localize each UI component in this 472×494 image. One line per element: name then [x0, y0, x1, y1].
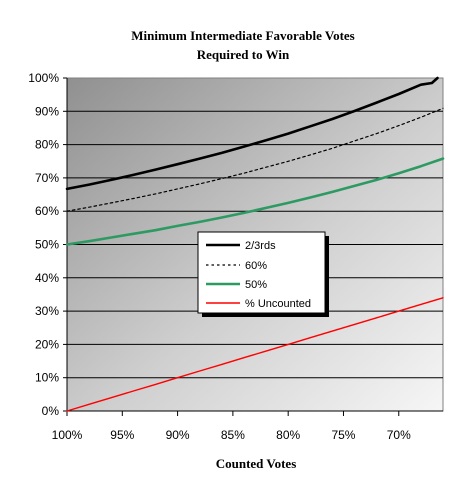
y-tick-label: 20% [35, 337, 59, 351]
y-tick-label: 100% [28, 71, 59, 85]
series-group [65, 76, 445, 412]
x-tick-label: 100% [52, 428, 83, 442]
x-tick-label: 70% [387, 428, 411, 442]
y-tick-label: 90% [35, 104, 59, 118]
y-tick-label: 40% [35, 271, 59, 285]
x-tick-label: 90% [166, 428, 190, 442]
y-axis: 0% 10% 20% 30% 40% 50% 60% 70% 80% 90% 100% [28, 71, 68, 418]
legend-label-2-3rds: 2/3rds [245, 240, 276, 252]
series-line-50 [65, 157, 445, 246]
legend-label-50: 50% [245, 279, 267, 291]
legend-label-uncounted: % Uncounted [245, 298, 311, 310]
y-tick-label: 80% [35, 138, 59, 152]
series-line-uncounted [66, 297, 444, 412]
series-line-2-3rds [65, 76, 439, 191]
chart-title-line-2: Required to Win [197, 47, 290, 62]
x-tick-label: 95% [110, 428, 134, 442]
chart-title-line-1: Minimum Intermediate Favorable Votes [131, 28, 355, 43]
y-tick-label: 60% [35, 204, 59, 218]
x-tick-label: 85% [221, 428, 245, 442]
x-axis-label: Counted Votes [216, 456, 297, 471]
y-tick-label: 10% [35, 371, 59, 385]
x-axis: 100% 95% 90% 85% 80% 75% 70% [52, 410, 443, 442]
y-tick-label: 70% [35, 171, 59, 185]
y-tick-label: 30% [35, 304, 59, 318]
y-tick-label: 50% [35, 238, 59, 252]
x-tick-label: 75% [331, 428, 355, 442]
y-tick-label: 0% [42, 404, 60, 418]
legend-label-60: 60% [245, 260, 267, 272]
series-line-60 [66, 107, 444, 212]
x-tick-label: 80% [276, 428, 300, 442]
legend: 2/3rds 60% 50% % Uncounted [197, 231, 329, 317]
